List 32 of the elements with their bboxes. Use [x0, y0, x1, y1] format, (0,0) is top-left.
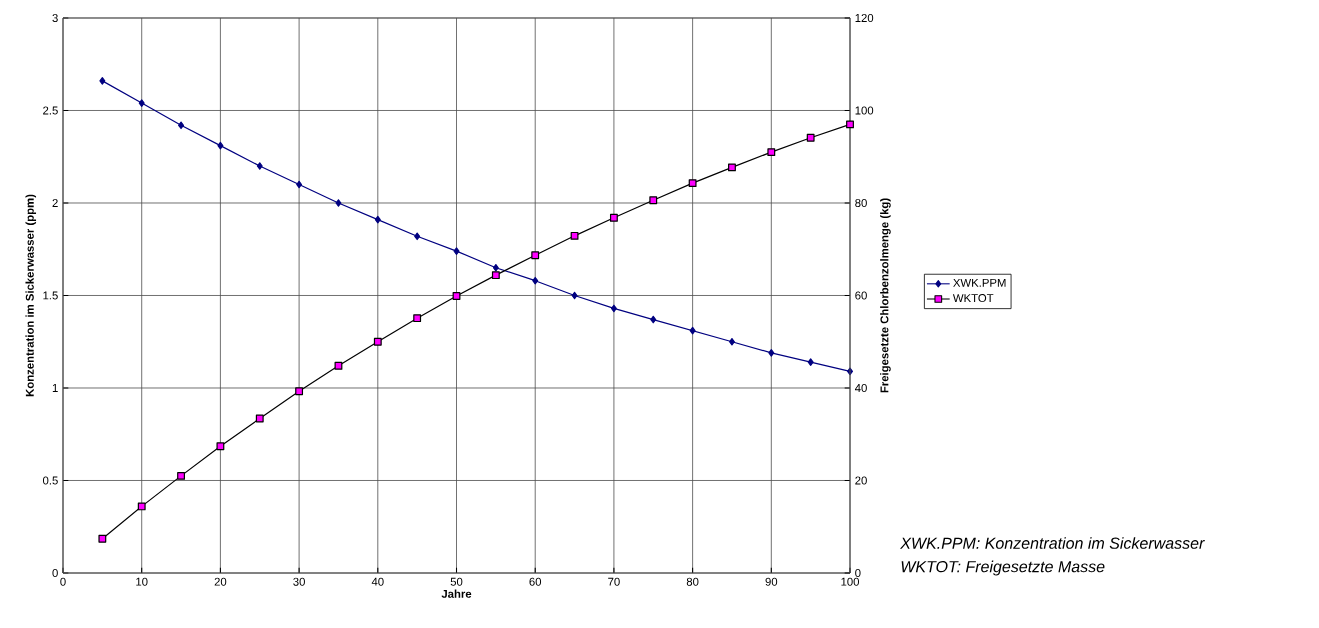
x-tick-label: 80 — [686, 577, 699, 586]
legend-label: XWK.PPM — [953, 278, 1006, 287]
y2-tick-label: 100 — [855, 106, 874, 115]
x-tick-label: 30 — [293, 577, 305, 586]
y-tick-label: 2.5 — [43, 106, 58, 115]
y2-tick-label: 60 — [855, 291, 867, 300]
x-tick-label: 100 — [841, 577, 860, 586]
x-tick-label: 10 — [136, 577, 148, 586]
legend-label: WKTOT — [952, 294, 994, 303]
y2-tick-label: 40 — [854, 383, 867, 392]
x-tick-label: 50 — [450, 577, 463, 586]
y-tick-label: 2 — [52, 199, 58, 207]
x-tick-label: 40 — [371, 577, 384, 586]
x-tick-label: 60 — [529, 577, 542, 586]
y-tick-label: 0 — [52, 569, 58, 578]
x-tick-label: 70 — [608, 577, 620, 586]
x-axis-title: Jahre — [441, 589, 472, 598]
y-tick-label: 1 — [52, 384, 58, 392]
y2-tick-label: 120 — [855, 13, 874, 22]
y-tick-label: 0.5 — [42, 476, 58, 485]
y-axis-title: Konzentration im Sickerwasser (ppm) — [25, 194, 37, 397]
y2-tick-label: 20 — [855, 476, 867, 485]
y-tick-label: 1.5 — [43, 291, 58, 300]
y2-tick-label: 80 — [855, 198, 867, 207]
text: WKTOT: Freigesetzte Masse — [901, 560, 1105, 576]
y2-tick-label: 0 — [855, 569, 861, 578]
text: XWK.PPM: Konzentration im Sickerwasser — [899, 537, 1205, 549]
y2-axis-title: Freigesetzte Chlorbenzolmenge (kg) — [880, 198, 891, 393]
x-tick-label: 90 — [765, 577, 778, 586]
y-tick-label: 3 — [52, 13, 58, 22]
x-tick-label: 0 — [60, 577, 66, 586]
x-tick-label: 20 — [214, 577, 227, 586]
